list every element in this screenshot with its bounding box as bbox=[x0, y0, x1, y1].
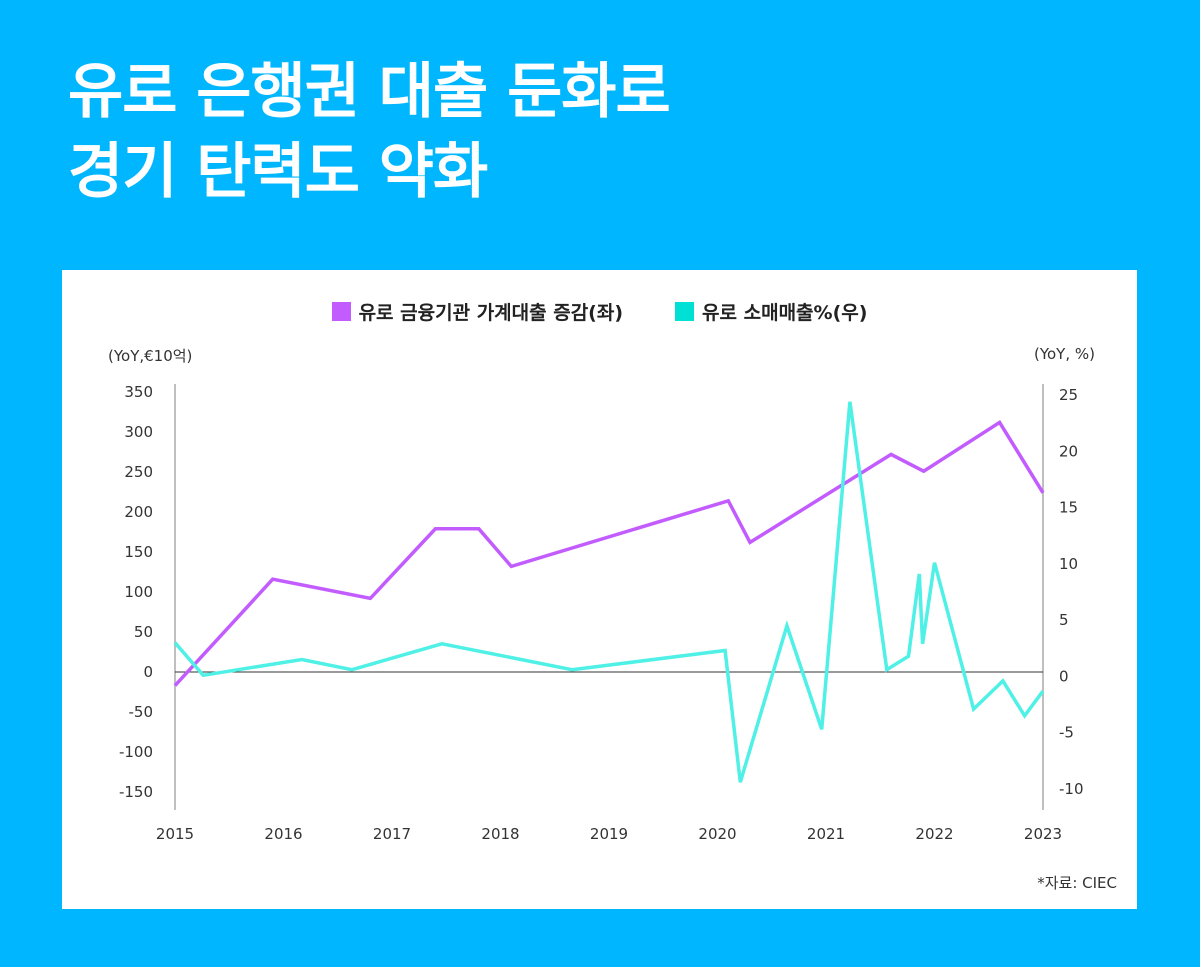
right-axis-tick-label: -5 bbox=[1059, 724, 1074, 742]
left-axis-unit-label: (YoY,€10억) bbox=[108, 347, 193, 365]
right-axis-tick-label: 5 bbox=[1059, 611, 1069, 629]
x-axis-tick-label: 2018 bbox=[481, 825, 519, 843]
x-axis-tick-label: 2021 bbox=[807, 825, 845, 843]
title-line-2: 경기 탄력도 약화 bbox=[68, 137, 488, 207]
legend-swatch-loans bbox=[331, 302, 351, 321]
chart-plot: 350300250200150100500-50-100-15025201510… bbox=[119, 383, 1084, 843]
x-axis-tick-label: 2022 bbox=[915, 825, 953, 843]
x-axis-tick-label: 2015 bbox=[156, 825, 194, 843]
right-axis-tick-label: 25 bbox=[1059, 386, 1078, 404]
left-axis-tick-label: 350 bbox=[124, 383, 153, 401]
legend-label-retail: 유로 소매매출%(우) bbox=[702, 302, 868, 324]
legend-item-retail: 유로 소매매출%(우) bbox=[675, 298, 867, 325]
chart-card: 유로 금융기관 가계대출 증감(좌) 유로 소매매출%(우) (YoY,€10억… bbox=[62, 270, 1137, 909]
right-axis-tick-label: 20 bbox=[1059, 442, 1078, 460]
right-axis-tick-label: 10 bbox=[1059, 555, 1078, 573]
left-axis-tick-label: -150 bbox=[119, 783, 153, 801]
source-note: *자료: CIEC bbox=[1037, 874, 1117, 892]
left-axis-tick-label: 300 bbox=[124, 423, 153, 441]
legend-label-loans: 유로 금융기관 가계대출 증감(좌) bbox=[358, 302, 624, 324]
left-axis-tick-label: 150 bbox=[124, 543, 153, 561]
x-axis-tick-label: 2020 bbox=[698, 825, 736, 843]
series-line-retail-sales bbox=[173, 401, 1045, 783]
right-axis-tick-label: -10 bbox=[1059, 780, 1084, 798]
legend-item-loans: 유로 금융기관 가계대출 증감(좌) bbox=[331, 298, 624, 325]
left-axis-tick-label: 200 bbox=[124, 503, 153, 521]
x-axis-tick-label: 2016 bbox=[264, 825, 302, 843]
title-line-1: 유로 은행권 대출 둔화로 bbox=[68, 57, 671, 127]
left-axis-tick-label: -50 bbox=[129, 703, 154, 721]
right-axis-tick-label: 0 bbox=[1059, 667, 1069, 685]
left-axis-tick-label: 50 bbox=[134, 623, 153, 641]
right-axis-unit-label: (YoY, %) bbox=[1033, 345, 1095, 363]
x-axis-tick-label: 2017 bbox=[373, 825, 411, 843]
series-line-household-loans bbox=[173, 419, 1045, 687]
chart-legend: 유로 금융기관 가계대출 증감(좌) 유로 소매매출%(우) bbox=[62, 298, 1137, 325]
legend-swatch-retail bbox=[675, 302, 695, 321]
left-axis-tick-label: -100 bbox=[119, 743, 153, 761]
x-axis-tick-label: 2019 bbox=[590, 825, 628, 843]
left-axis-tick-label: 250 bbox=[124, 463, 153, 481]
left-axis-tick-label: 0 bbox=[143, 663, 153, 681]
left-axis-tick-label: 100 bbox=[124, 583, 153, 601]
right-axis-tick-label: 15 bbox=[1059, 499, 1078, 517]
page-title: 유로 은행권 대출 둔화로 경기 탄력도 약화 bbox=[68, 52, 671, 212]
x-axis-tick-label: 2023 bbox=[1024, 825, 1062, 843]
